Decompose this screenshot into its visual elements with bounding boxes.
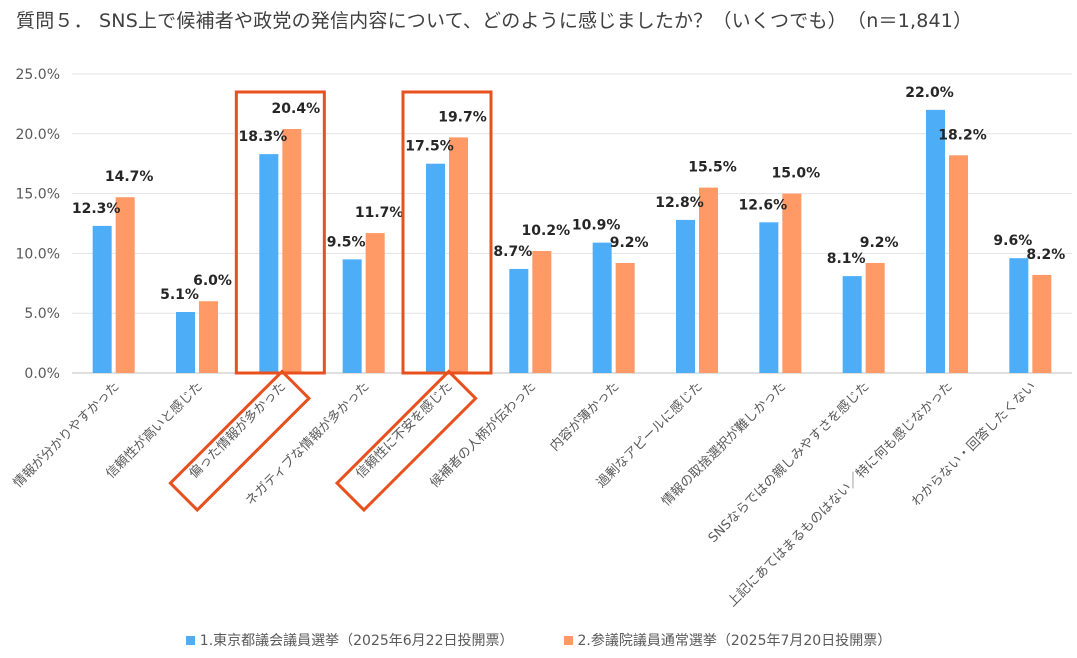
data-label-series-2: 15.0% — [772, 166, 821, 182]
data-label-series-1: 9.5% — [327, 234, 366, 250]
data-label-series-1: 5.1% — [160, 287, 199, 303]
grid-lines — [72, 73, 1072, 374]
y-tick-label: 10.0% — [16, 246, 60, 262]
data-label-series-1: 18.3% — [239, 129, 288, 145]
bar-series-1 — [842, 276, 862, 373]
data-labels: 12.3% 14.7% 5.1%6.0% 18.3% 20.4% 9.5% 11.7% 17.… — [72, 85, 1065, 303]
chart-title: 質問５． SNS上で候補者や政党の発信内容について、どのように感じましたか？（い… — [16, 10, 973, 32]
data-label-series-1: 12.8% — [655, 195, 704, 211]
bar-series-1 — [509, 268, 529, 373]
legend-swatch-series-1 — [185, 635, 195, 645]
legend-label-series-2: 2.参議院議員通常選挙（2025年7月20日投開票） — [577, 633, 892, 649]
legend: 1.東京都議会議員選挙（2025年6月22日投開票） 2.参議院議員通常選挙（2… — [0, 630, 1077, 650]
bar-series-2 — [115, 197, 135, 373]
y-tick-label: 25.0% — [16, 67, 60, 83]
data-label-series-2: 20.4% — [272, 101, 321, 117]
data-label-series-2: 9.2% — [610, 235, 649, 251]
bar-series-1 — [92, 225, 112, 373]
data-label-series-2: 10.2% — [522, 223, 571, 239]
data-label-series-1: 17.5% — [405, 139, 454, 155]
data-label-series-1: 12.3% — [72, 201, 121, 217]
bars — [92, 109, 1052, 373]
bar-series-2 — [532, 251, 552, 373]
category-label: 内容が薄かった — [547, 379, 623, 455]
data-label-series-1: 22.0% — [905, 85, 954, 101]
y-axis-ticks: 0.0% 5.0% 10.0% 15.0% 20.0% 25.0% — [16, 67, 60, 382]
bar-series-1 — [592, 242, 612, 373]
legend-swatch-series-2 — [563, 635, 573, 645]
data-label-series-2: 14.7% — [105, 169, 154, 185]
data-label-series-1: 10.9% — [572, 218, 621, 234]
bar-series-1 — [926, 109, 945, 373]
data-label-series-2: 6.0% — [193, 273, 232, 289]
bar-series-1 — [676, 219, 695, 373]
bar-series-1 — [426, 163, 445, 373]
bar-series-2 — [449, 137, 468, 373]
highlights — [168, 90, 493, 513]
y-tick-label: 20.0% — [16, 127, 60, 143]
y-tick-label: 0.0% — [24, 366, 60, 382]
y-tick-label: 15.0% — [16, 187, 60, 203]
category-labels: 情報が分かりやすかった信頼性が高いと感じた偏った情報が多かったネガティブな情報が… — [11, 379, 1039, 611]
data-label-series-2: 18.2% — [938, 127, 987, 143]
bar-series-2 — [365, 233, 385, 373]
category-label: SNSならではの親しみやすさを感じた — [705, 379, 872, 546]
bar-series-2 — [782, 193, 802, 373]
bar-series-2 — [949, 155, 968, 373]
bar-series-1 — [259, 154, 279, 373]
data-label-series-2: 15.5% — [688, 160, 737, 176]
bar-series-2 — [615, 262, 635, 373]
bar-series-1 — [1009, 258, 1029, 373]
bar-series-1 — [176, 312, 195, 373]
data-label-series-1: 9.6% — [993, 233, 1032, 249]
legend-item-series-2: 2.参議院議員通常選挙（2025年7月20日投開票） — [563, 630, 892, 650]
bar-series-2 — [1032, 274, 1052, 373]
data-label-series-2: 11.7% — [355, 205, 404, 221]
data-label-series-2: 8.2% — [1026, 247, 1065, 263]
data-label-series-2: 9.2% — [860, 235, 899, 251]
highlight-box-label — [168, 369, 312, 513]
bar-series-2 — [865, 262, 885, 373]
y-tick-label: 5.0% — [24, 306, 60, 322]
data-label-series-2: 19.7% — [438, 109, 487, 125]
data-label-series-1: 8.1% — [827, 251, 866, 267]
legend-item-series-1: 1.東京都議会議員選挙（2025年6月22日投開票） — [185, 630, 514, 650]
highlight-box-label — [334, 369, 478, 513]
data-label-series-1: 8.7% — [493, 244, 532, 260]
bar-series-2 — [199, 301, 218, 373]
bar-series-1 — [342, 259, 362, 373]
data-label-series-1: 12.6% — [739, 197, 788, 213]
bar-series-2 — [282, 129, 302, 373]
legend-label-series-1: 1.東京都議会議員選挙（2025年6月22日投開票） — [199, 633, 514, 649]
bar-series-2 — [699, 187, 718, 373]
bar-series-1 — [759, 222, 779, 373]
